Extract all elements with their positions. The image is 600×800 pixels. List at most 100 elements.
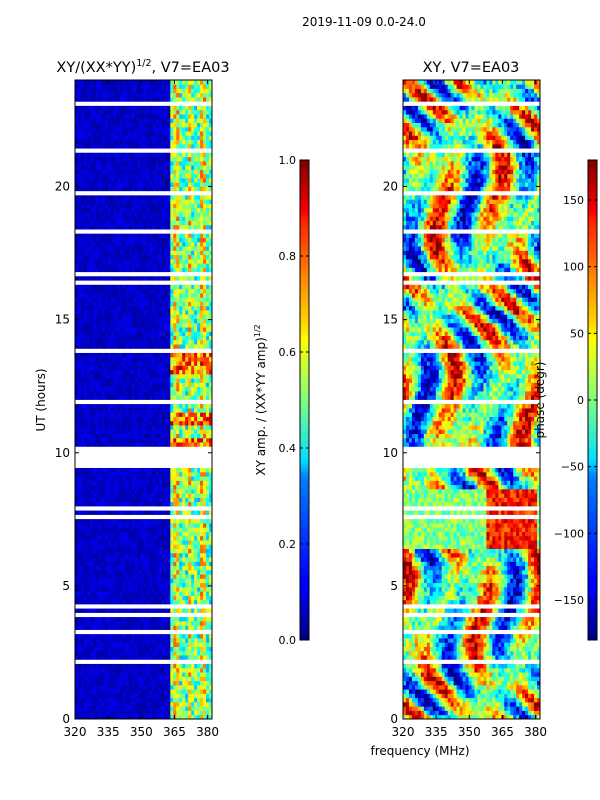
heatmap-cell bbox=[80, 544, 85, 549]
heatmap-cell bbox=[134, 199, 138, 204]
heatmap-cell bbox=[131, 203, 135, 209]
heatmap-cell bbox=[80, 382, 85, 388]
heatmap-cell bbox=[167, 318, 171, 324]
heatmap-cell bbox=[203, 569, 207, 575]
heatmap-cell bbox=[75, 335, 79, 341]
heatmap-cell bbox=[77, 301, 82, 307]
heatmap-cell bbox=[107, 633, 112, 639]
heatmap-cell bbox=[134, 267, 138, 273]
heatmap-cell bbox=[80, 689, 85, 694]
heatmap-cell bbox=[101, 523, 106, 528]
heatmap-cell bbox=[143, 203, 147, 209]
heatmap-cell bbox=[137, 655, 141, 660]
heatmap-cell bbox=[89, 714, 94, 719]
heatmap-cell bbox=[158, 207, 162, 213]
heatmap-cell bbox=[77, 425, 82, 430]
heatmap-cell bbox=[134, 275, 138, 281]
heatmap-cell bbox=[89, 263, 94, 268]
heatmap-cell bbox=[119, 701, 124, 707]
heatmap-cell bbox=[203, 207, 207, 213]
heatmap-cell bbox=[128, 403, 132, 409]
heatmap-cell bbox=[119, 591, 124, 596]
heatmap-cell bbox=[173, 535, 177, 541]
heatmap-cell bbox=[131, 365, 135, 371]
heatmap-cell bbox=[164, 548, 168, 554]
heatmap-cell bbox=[83, 701, 88, 707]
heatmap-cell bbox=[161, 425, 165, 430]
heatmap-cell bbox=[137, 212, 141, 217]
heatmap-cell bbox=[188, 565, 192, 571]
heatmap-cell bbox=[170, 527, 174, 532]
heatmap-cell bbox=[158, 548, 162, 554]
heatmap-cell bbox=[152, 310, 156, 315]
heatmap-cell bbox=[77, 650, 82, 656]
heatmap-cell bbox=[92, 557, 97, 562]
heatmap-cell bbox=[83, 335, 88, 341]
heatmap-cell bbox=[107, 416, 112, 422]
heatmap-cell bbox=[155, 484, 159, 490]
heatmap-cell bbox=[98, 518, 103, 524]
heatmap-cell bbox=[83, 544, 88, 549]
heatmap-cell bbox=[110, 484, 115, 490]
heatmap-cell bbox=[140, 339, 144, 345]
heatmap-cell bbox=[146, 535, 150, 541]
heatmap-cell bbox=[179, 710, 183, 716]
heatmap-cell bbox=[107, 373, 112, 379]
heatmap-cell bbox=[203, 369, 207, 375]
heatmap-cell bbox=[194, 689, 198, 694]
heatmap-cell bbox=[170, 574, 174, 579]
heatmap-cell bbox=[77, 638, 82, 643]
heatmap-cell bbox=[164, 676, 168, 682]
heatmap-cell bbox=[170, 365, 174, 371]
heatmap-cell bbox=[197, 318, 201, 324]
heatmap-cell bbox=[146, 237, 150, 243]
heatmap-cell bbox=[86, 569, 91, 575]
heatmap-cell bbox=[170, 403, 174, 409]
heatmap-cell bbox=[107, 595, 112, 601]
heatmap-cell bbox=[116, 595, 121, 601]
heatmap-cell bbox=[209, 254, 212, 260]
heatmap-cell bbox=[185, 382, 189, 388]
heatmap-cell bbox=[206, 203, 210, 209]
heatmap-cell bbox=[182, 297, 186, 302]
heatmap-cell bbox=[155, 344, 159, 349]
heatmap-cell bbox=[116, 621, 121, 626]
heatmap-cell bbox=[92, 676, 97, 682]
heatmap-cell bbox=[125, 667, 130, 673]
heatmap-cell bbox=[75, 595, 79, 601]
heatmap-cell bbox=[200, 706, 204, 711]
heatmap-cell bbox=[152, 220, 156, 226]
heatmap-cell bbox=[209, 314, 212, 319]
heatmap-cell bbox=[185, 412, 189, 417]
heatmap-cell bbox=[206, 429, 210, 434]
heatmap-cell bbox=[161, 714, 165, 719]
heatmap-cell bbox=[92, 233, 97, 239]
heatmap-cell bbox=[158, 425, 162, 430]
heatmap-cell bbox=[104, 442, 109, 447]
heatmap-cell bbox=[206, 237, 210, 243]
heatmap-cell bbox=[83, 625, 88, 630]
heatmap-cell bbox=[75, 216, 79, 221]
heatmap-cell bbox=[119, 501, 124, 507]
heatmap-cell bbox=[89, 390, 94, 396]
heatmap-cell bbox=[83, 237, 88, 243]
heatmap-cell bbox=[75, 608, 79, 613]
heatmap-cell bbox=[134, 378, 138, 383]
heatmap-cell bbox=[164, 267, 168, 273]
heatmap-cell bbox=[98, 476, 103, 481]
heatmap-cell bbox=[155, 352, 159, 358]
heatmap-cell bbox=[77, 544, 82, 549]
heatmap-cell bbox=[89, 574, 94, 579]
heatmap-cell bbox=[155, 199, 159, 204]
heatmap-cell bbox=[83, 467, 88, 473]
heatmap-cell bbox=[182, 684, 186, 690]
heatmap-cell bbox=[92, 578, 97, 584]
heatmap-cell bbox=[119, 216, 124, 221]
heatmap-cell bbox=[155, 437, 159, 443]
heatmap-cell bbox=[164, 335, 168, 341]
heatmap-cell bbox=[83, 373, 88, 379]
heatmap-cell bbox=[92, 212, 97, 217]
heatmap-cell bbox=[185, 535, 189, 541]
heatmap-cell bbox=[80, 672, 85, 677]
heatmap-cell bbox=[140, 565, 144, 571]
